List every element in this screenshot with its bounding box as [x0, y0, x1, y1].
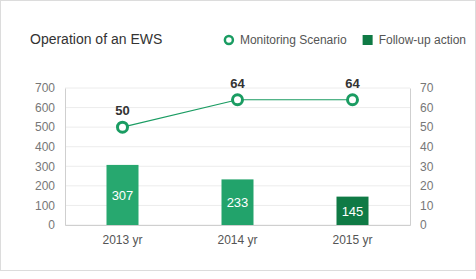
tick-label: 40 — [420, 140, 434, 154]
tick: 2014 yr — [217, 225, 257, 247]
tick-label: 700 — [35, 81, 55, 95]
grid — [65, 88, 410, 225]
tick-label: 70 — [420, 81, 434, 95]
legend-item: Follow-up action — [363, 33, 466, 47]
legend-swatch — [225, 36, 233, 44]
data-labels: 307 233 145 50 64 64 — [112, 76, 364, 219]
tick: 40 — [410, 140, 434, 154]
tick: 60 — [410, 101, 434, 115]
plot: 0 100 200 300 400 500 600 700 0 10 20 30 40 50 60 70 201… — [35, 76, 434, 247]
tick-label: 0 — [48, 218, 55, 232]
tick-label: 20 — [420, 179, 434, 193]
tick: 0 — [410, 218, 427, 232]
tick: 50 — [410, 120, 434, 134]
legend: Monitoring Scenario Follow-up action — [225, 33, 466, 47]
tick-label: 600 — [35, 101, 55, 115]
marker — [118, 122, 128, 132]
tick: 200 — [35, 179, 65, 193]
tick: 20 — [410, 179, 434, 193]
tick-label: 2015 yr — [332, 233, 372, 247]
marks — [107, 95, 369, 225]
axis-line — [65, 89, 66, 226]
axis-line — [410, 89, 411, 226]
tick: 400 — [35, 140, 65, 154]
y2-axis: 0 10 20 30 40 50 60 70 — [410, 81, 434, 232]
tick-label: 400 — [35, 140, 55, 154]
tick-label: 60 — [420, 101, 434, 115]
tick-label: 200 — [35, 179, 55, 193]
tick-label: 2014 yr — [217, 233, 257, 247]
data-label: 307 — [112, 188, 134, 203]
data-label: 233 — [227, 195, 249, 210]
tick: 2013 yr — [102, 225, 142, 247]
tick-label: 100 — [35, 199, 55, 213]
data-label: 145 — [342, 204, 364, 219]
marker — [348, 95, 358, 105]
tick: 10 — [410, 199, 434, 213]
tick-label: 500 — [35, 120, 55, 134]
x-axis: 2013 yr 2014 yr 2015 yr — [66, 225, 411, 247]
tick: 30 — [410, 160, 434, 174]
axis-line — [66, 225, 411, 226]
tick: 300 — [35, 160, 65, 174]
legend-label: Monitoring Scenario — [240, 33, 347, 47]
tick-label: 300 — [35, 160, 55, 174]
bar — [107, 165, 139, 225]
legend-label: Follow-up action — [379, 33, 466, 47]
marker — [233, 95, 243, 105]
tick: 2015 yr — [332, 225, 372, 247]
tick: 700 — [35, 81, 65, 95]
chart-frame — [1, 1, 476, 271]
tick: 600 — [35, 101, 65, 115]
tick-label: 50 — [420, 120, 434, 134]
bar — [337, 197, 369, 225]
title: Operation of an EWS — [30, 31, 162, 47]
tick-label: 10 — [420, 199, 434, 213]
tick-label: 30 — [420, 160, 434, 174]
tick: 0 — [48, 218, 65, 232]
grid-line — [65, 146, 410, 147]
legend-item: Monitoring Scenario — [225, 33, 347, 47]
bar — [222, 179, 254, 225]
chart: 0 100 200 300 400 500 600 700 0 10 20 30 40 50 60 70 201… — [0, 0, 476, 279]
data-label: 50 — [115, 103, 129, 118]
tick: 70 — [410, 81, 434, 95]
tick-label: 2013 yr — [102, 233, 142, 247]
y-axis: 0 100 200 300 400 500 600 700 — [35, 81, 66, 232]
data-label: 64 — [345, 76, 360, 91]
tick: 100 — [35, 199, 65, 213]
tick: 500 — [35, 120, 65, 134]
data-label: 64 — [230, 76, 245, 91]
tick-label: 0 — [420, 218, 427, 232]
legend-swatch — [363, 35, 373, 45]
